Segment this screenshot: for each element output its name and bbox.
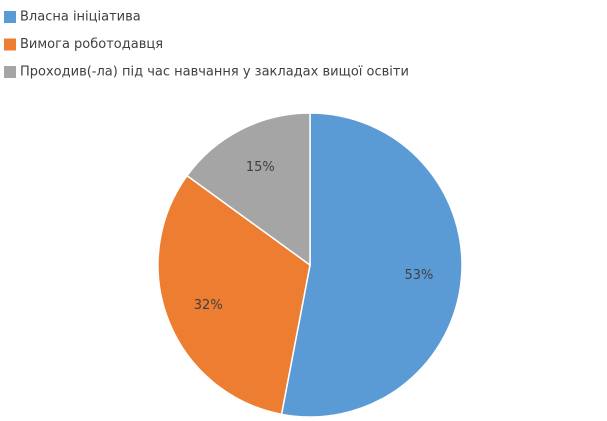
data-label: 32%: [194, 298, 223, 313]
legend-label: Власна ініціатива: [20, 10, 141, 25]
legend-swatch: [4, 38, 16, 51]
pie-slice: [185, 112, 311, 267]
legend-swatch: [4, 66, 16, 78]
legend-label: Вимога роботодавця: [20, 37, 163, 52]
legend-label: Проходив(-ла) під час навчання у заклада…: [20, 65, 409, 80]
pie-slice: [157, 174, 311, 416]
data-label: 53%: [405, 268, 434, 283]
pie-slice: [280, 112, 463, 418]
legend-swatch: [4, 11, 16, 23]
data-label: 15%: [246, 160, 275, 175]
